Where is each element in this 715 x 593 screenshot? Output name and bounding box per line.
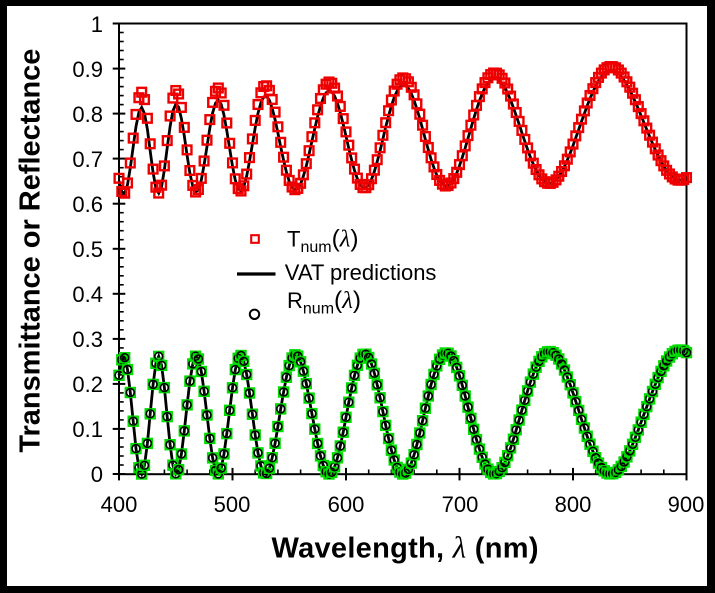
svg-text:400: 400	[101, 492, 138, 517]
svg-text:Transmittance or Reflectance: Transmittance or Reflectance	[15, 49, 47, 453]
svg-text:0.3: 0.3	[72, 327, 103, 352]
svg-text:900: 900	[668, 492, 705, 517]
svg-text:0.5: 0.5	[72, 237, 103, 262]
svg-text:0.4: 0.4	[72, 282, 103, 307]
svg-text:500: 500	[214, 492, 251, 517]
svg-text:0.2: 0.2	[72, 372, 103, 397]
svg-text:0.7: 0.7	[72, 147, 103, 172]
svg-text:1: 1	[91, 12, 103, 37]
svg-text:600: 600	[328, 492, 365, 517]
svg-text:0.9: 0.9	[72, 57, 103, 82]
svg-text:0.6: 0.6	[72, 192, 103, 217]
svg-text:0: 0	[91, 462, 103, 487]
svg-text:700: 700	[442, 492, 479, 517]
svg-text:800: 800	[555, 492, 592, 517]
svg-text:Wavelength, λ (nm): Wavelength, λ (nm)	[272, 530, 539, 565]
svg-text:0.1: 0.1	[72, 417, 103, 442]
svg-text:0.8: 0.8	[72, 102, 103, 127]
svg-text:VAT predictions: VAT predictions	[285, 260, 437, 285]
